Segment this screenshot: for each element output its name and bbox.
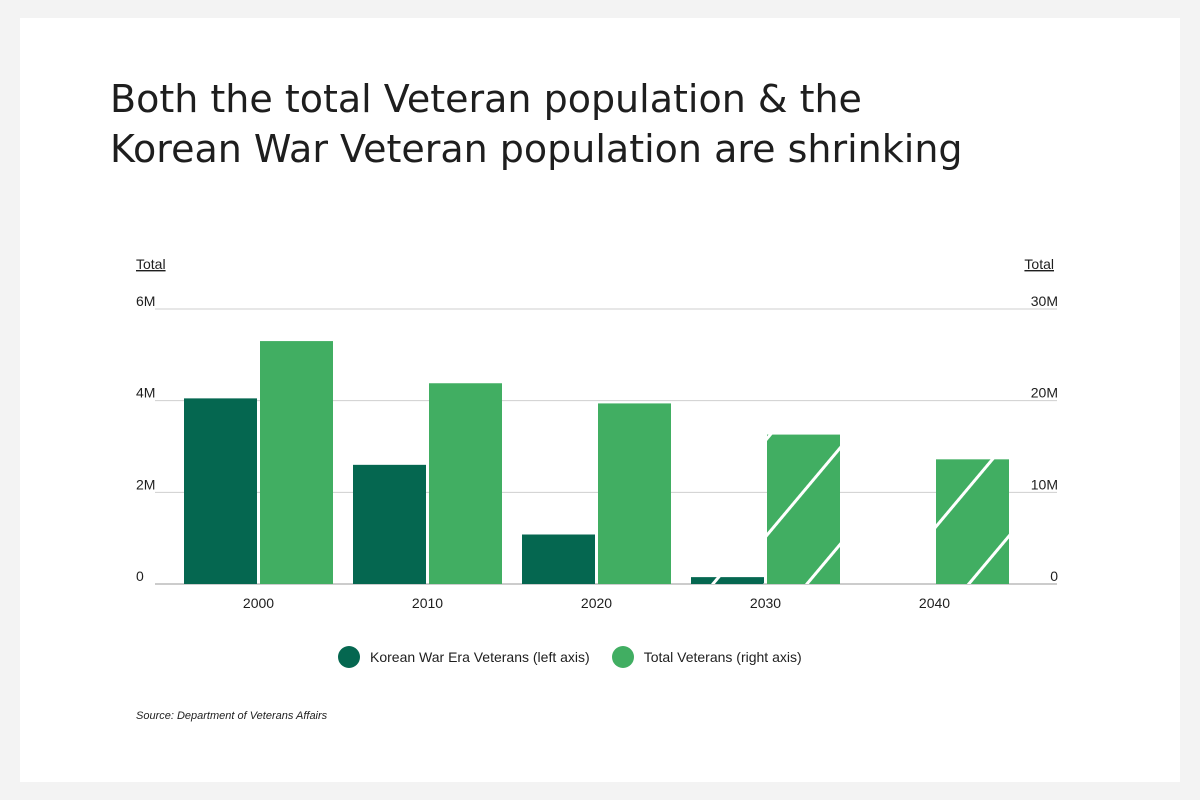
left-tick-label: 6M: [136, 293, 155, 309]
left-tick-label: 4M: [136, 385, 155, 401]
bar-total-2020: [598, 403, 671, 584]
left-axis-ticks: 0 2M 4M 6M: [136, 293, 155, 584]
bar-korean-2010: [353, 464, 426, 584]
chart-title-line-2: Korean War Veteran population are shrink…: [110, 127, 963, 171]
x-axis-ticks: 2000 2010 2020 2030 2040: [243, 595, 950, 611]
right-axis-title: Total: [1024, 256, 1054, 272]
chart-title: Both the total Veteran population & the …: [110, 74, 1110, 174]
left-axis-title: Total: [136, 256, 166, 272]
bar-total-2040: [936, 459, 1009, 584]
right-tick-label: 10M: [1031, 476, 1058, 492]
legend-label-korean: Korean War Era Veterans (left axis): [370, 649, 590, 665]
legend-item-korean: Korean War Era Veterans (left axis): [338, 646, 590, 668]
x-tick-label: 2020: [581, 595, 612, 611]
left-tick-label: 2M: [136, 476, 155, 492]
bars: [184, 341, 1009, 584]
bar-korean-2020: [522, 534, 595, 584]
legend: Korean War Era Veterans (left axis) Tota…: [338, 644, 810, 670]
legend-swatch-korean: [338, 646, 360, 668]
source-note: Source: Department of Veterans Affairs: [136, 710, 328, 722]
x-tick-label: 2040: [919, 595, 950, 611]
bar-total-2010: [429, 383, 502, 584]
right-axis-ticks: 0 10M 20M 30M: [1031, 293, 1058, 584]
bar-korean-2000: [184, 398, 257, 584]
bar-total-2000: [260, 341, 333, 584]
bar-korean-2030: [691, 577, 764, 584]
x-tick-label: 2030: [750, 595, 781, 611]
left-tick-label: 0: [136, 568, 144, 584]
right-tick-label: 30M: [1031, 293, 1058, 309]
right-tick-label: 0: [1050, 568, 1058, 584]
x-tick-label: 2010: [412, 595, 443, 611]
legend-swatch-total: [611, 646, 634, 668]
chart-title-line-1: Both the total Veteran population & the: [110, 77, 862, 121]
bar-total-2030: [767, 434, 840, 584]
x-tick-label: 2000: [243, 595, 274, 611]
right-tick-label: 20M: [1031, 385, 1058, 401]
legend-label-total: Total Veterans (right axis): [643, 649, 802, 665]
legend-item-total: Total Veterans (right axis): [611, 646, 802, 668]
